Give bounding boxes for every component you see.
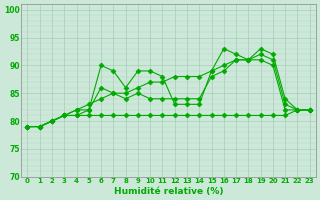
X-axis label: Humidité relative (%): Humidité relative (%): [114, 187, 223, 196]
